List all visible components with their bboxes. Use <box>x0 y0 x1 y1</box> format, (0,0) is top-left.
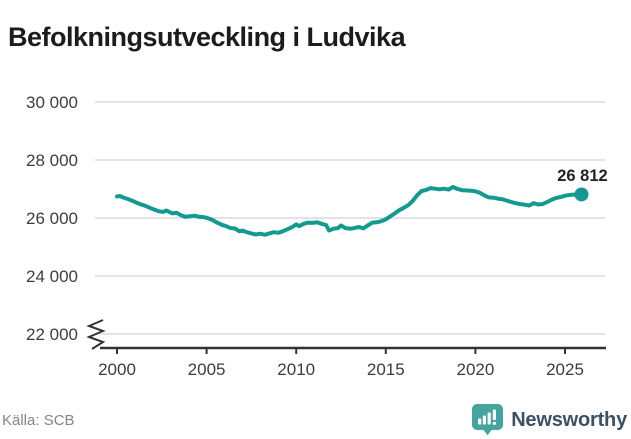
y-tick-label: 28 000 <box>26 151 78 170</box>
x-tick-label: 2005 <box>188 360 226 379</box>
page-title: Befolkningsutveckling i Ludvika <box>8 22 406 53</box>
x-tick-label: 2020 <box>456 360 494 379</box>
newsworthy-bubble-chart-icon <box>472 404 504 436</box>
end-value-label: 26 812 <box>557 167 607 185</box>
newsworthy-logo: Newsworthy <box>472 404 627 436</box>
newsworthy-wordmark: Newsworthy <box>511 408 627 431</box>
y-tick-label: 24 000 <box>26 267 78 286</box>
axes: 2000 2005 2010 2015 2020 2025 <box>86 319 606 379</box>
chart-footer: Källa: SCB Newsworthy <box>0 402 631 438</box>
end-point-dot <box>574 187 589 202</box>
data-series: 26 812 <box>115 167 608 237</box>
y-tick-label: 26 000 <box>26 209 78 228</box>
y-axis-break-zigzag <box>86 319 106 350</box>
population-line <box>115 185 584 237</box>
x-tick-label: 2015 <box>367 360 405 379</box>
x-tick-label: 2010 <box>277 360 315 379</box>
source-note: Källa: SCB <box>2 411 75 429</box>
x-tick-label: 2000 <box>98 360 136 379</box>
gridlines: 22 000 24 000 26 000 28 000 30 000 <box>26 93 605 344</box>
y-tick-label: 22 000 <box>26 325 78 344</box>
y-tick-label: 30 000 <box>26 93 78 112</box>
x-tick-label: 2025 <box>546 360 584 379</box>
